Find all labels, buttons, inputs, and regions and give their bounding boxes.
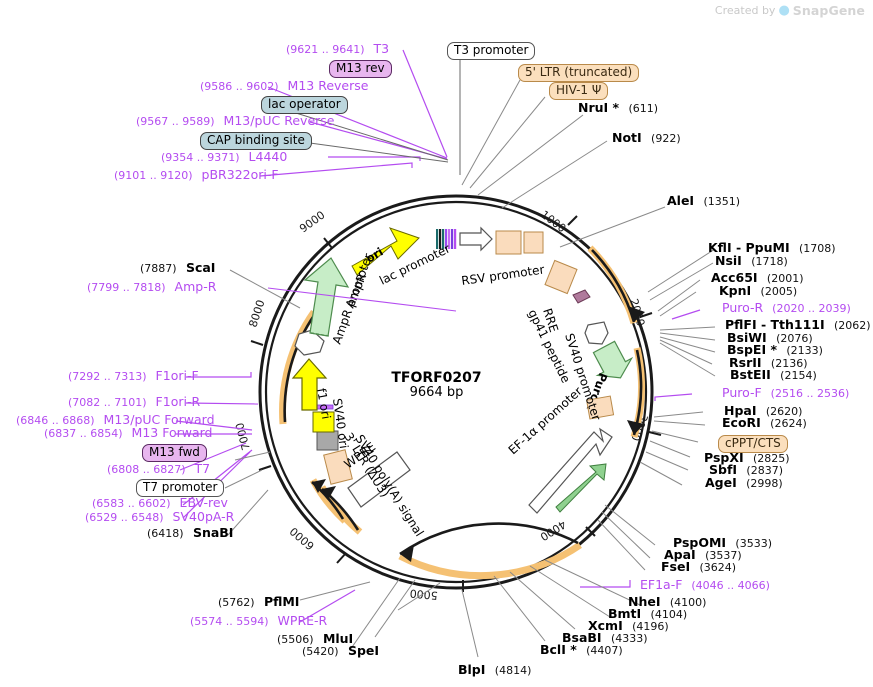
label-bsiwi[interactable]: BsiWI (2076): [727, 330, 813, 345]
boxed-label-lac-operator[interactable]: lac operator: [261, 96, 348, 114]
label-bcli[interactable]: BclI * (4407): [540, 642, 623, 657]
label-blpi[interactable]: BlpI (4814): [458, 662, 532, 677]
label-pspomi[interactable]: PspOMI (3533): [673, 535, 772, 550]
label-sv40pa-r[interactable]: (6529 .. 6548) SV40pA-R: [85, 509, 235, 524]
plasmid-size: 9664 bp: [409, 385, 464, 400]
boxed-label-m13-fwd[interactable]: M13 fwd: [142, 444, 207, 462]
svg-text:1000: 1000: [538, 208, 568, 235]
svg-text:SV40 ori: SV40 ori: [330, 397, 351, 449]
label-fsei[interactable]: FseI (3624): [661, 559, 737, 574]
label-puro-f[interactable]: Puro-F (2516 .. 2536): [722, 385, 850, 400]
label-kfli-ppumi[interactable]: KflI - PpuMI (1708): [708, 240, 836, 255]
feature-sv40-polya-box: [316, 430, 339, 451]
boxed-label-cap-binding[interactable]: CAP binding site: [200, 132, 312, 150]
label-m13-puc-forward[interactable]: (6846 .. 6868) M13/pUC Forward: [16, 412, 215, 427]
label-scai[interactable]: (7887) ScaI: [140, 260, 216, 275]
svg-text:f1 ori: f1 ori: [314, 387, 333, 420]
boxed-label-m13-rev[interactable]: M13 rev: [329, 60, 392, 78]
label-snabi[interactable]: (6418) SnaBI: [147, 525, 234, 540]
feature-rsv-promoter-arrow: [459, 226, 493, 252]
label-agei[interactable]: AgeI (2998): [705, 475, 783, 490]
feature-sv40-promoter-arrow: [584, 321, 609, 345]
label-t7[interactable]: (6808 .. 6827) T7: [107, 461, 211, 476]
feature-tan-boxes-top: [495, 230, 578, 295]
feature-ef1a-green-arrow: [555, 463, 607, 513]
svg-text:8000: 8000: [246, 298, 267, 329]
label-puro-r[interactable]: Puro-R (2020 .. 2039): [722, 300, 851, 315]
svg-text:9000: 9000: [297, 208, 327, 235]
label-nrui[interactable]: NruI * (611): [578, 100, 659, 115]
label-bmti[interactable]: BmtI (4104): [608, 606, 688, 621]
feature-gp41-peptide: [572, 289, 591, 304]
feature-ef1a-promoter-arrow: [528, 427, 613, 514]
label-bspei[interactable]: BspEI * (2133): [727, 342, 823, 357]
plasmid-backbone: [258, 194, 654, 590]
feature-wpre-box: [347, 451, 411, 508]
boxed-label-cppt-cts[interactable]: cPPT/CTS: [718, 435, 788, 453]
label-alei[interactable]: AleI (1351): [667, 193, 741, 208]
feature-f1ori-arrow: [291, 358, 328, 411]
label-sbfi[interactable]: SbfI (2837): [709, 462, 783, 477]
svg-text:6000: 6000: [287, 524, 317, 552]
label-xcmi[interactable]: XcmI (4196): [588, 618, 669, 633]
label-bsteii[interactable]: BstEII (2154): [730, 367, 817, 382]
svg-text:RSV promoter: RSV promoter: [460, 262, 545, 288]
label-ecori[interactable]: EcoRI (2624): [722, 415, 807, 430]
label-pflfi-tth111i[interactable]: PflFI - Tth111I (2062): [725, 317, 871, 332]
boxed-label-hiv1-psi[interactable]: HIV-1 Ψ: [549, 82, 609, 100]
svg-text:AmpR: AmpR: [343, 272, 369, 310]
snapgene-drop-icon: ●: [778, 3, 790, 18]
feature-tan-box-cppt: [586, 395, 615, 420]
label-pflmi[interactable]: (5762) PflMI: [218, 594, 300, 609]
label-m13-reverse[interactable]: (9586 .. 9602) M13 Reverse: [200, 78, 369, 93]
boxed-label-t3-promoter[interactable]: T3 promoter: [447, 42, 536, 60]
watermark-brand: SnapGene: [792, 3, 865, 18]
label-acc65i[interactable]: Acc65I (2001): [711, 270, 804, 285]
label-apai[interactable]: ApaI (3537): [664, 547, 742, 562]
watermark-prefix: Created by: [714, 4, 776, 17]
label-rsrii[interactable]: RsrII (2136): [729, 355, 808, 370]
plasmid-name: TFORF0207: [391, 370, 482, 386]
boxed-label-5-ltr[interactable]: 5' LTR (truncated): [518, 64, 640, 82]
label-m13-puc-reverse[interactable]: (9567 .. 9589) M13/pUC Reverse: [136, 113, 335, 128]
label-f1ori-r[interactable]: (7082 .. 7101) F1ori-R: [68, 394, 201, 409]
boxed-label-t7-promoter[interactable]: T7 promoter: [136, 479, 225, 497]
label-pspxi[interactable]: PspXI (2825): [704, 450, 790, 465]
label-ef1a-f[interactable]: EF1a-F (4046 .. 4066): [640, 577, 770, 592]
label-t3[interactable]: (9621 .. 9641) T3: [286, 41, 390, 56]
label-amp-r[interactable]: (7799 .. 7818) Amp-R: [87, 279, 217, 294]
label-hpai[interactable]: HpaI (2620): [724, 403, 803, 418]
label-noti[interactable]: NotI (922): [612, 130, 681, 145]
label-kpni[interactable]: KpnI (2005): [719, 283, 798, 298]
label-nhei[interactable]: NheI (4100): [628, 594, 707, 609]
label-pbr322ori-f[interactable]: (9101 .. 9120) pBR322ori-F: [114, 167, 279, 182]
snapgene-watermark: Created by ● SnapGene: [715, 3, 865, 18]
label-l4440[interactable]: (9354 .. 9371) L4440: [161, 149, 288, 164]
feature-3ltr-box: [323, 449, 353, 485]
label-wpre-r[interactable]: (5574 .. 5594) WPRE-R: [190, 613, 328, 628]
feature-mcs-stripes: [436, 229, 457, 249]
label-m13-forward[interactable]: (6837 .. 6854) M13 Forward: [44, 425, 213, 440]
label-mlui[interactable]: (5506) MluI: [277, 631, 354, 646]
label-f1ori-f[interactable]: (7292 .. 7313) F1ori-F: [68, 368, 199, 383]
leader-lines-grey: [224, 58, 716, 658]
feature-ampr-arrow: [303, 257, 350, 337]
label-spei[interactable]: (5420) SpeI: [302, 643, 380, 658]
label-ebv-rev[interactable]: (6583 .. 6602) EBV-rev: [92, 495, 228, 510]
label-nsii[interactable]: NsiI (1718): [715, 253, 788, 268]
label-bsabi[interactable]: BsaBI (4333): [562, 630, 648, 645]
